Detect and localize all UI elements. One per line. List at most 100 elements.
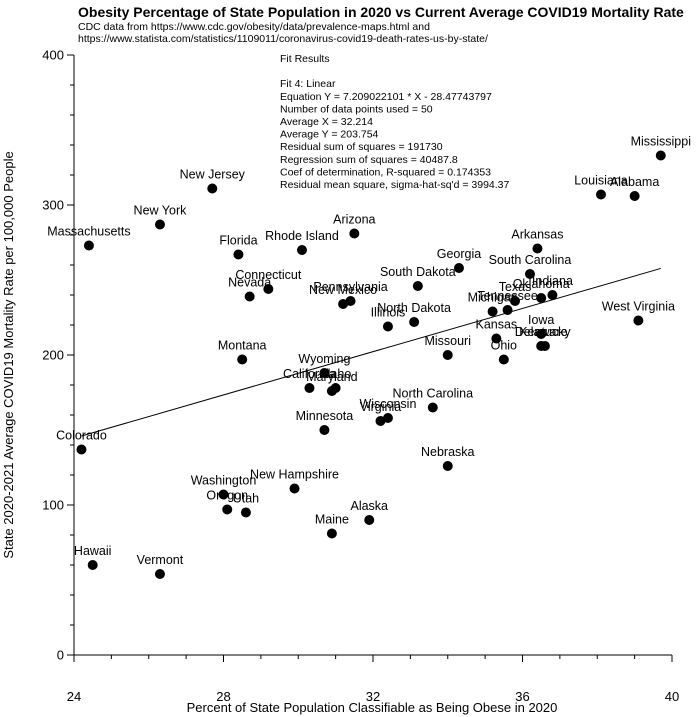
point-label: Alaska — [350, 499, 388, 513]
fit-results-line: Fit 4: Linear — [280, 78, 336, 90]
data-point — [76, 444, 87, 455]
data-point — [349, 228, 360, 239]
point-label: Mississippi — [631, 135, 691, 149]
data-point — [536, 341, 547, 351]
point-label: North Carolina — [393, 387, 474, 401]
point-label: South Dakota — [380, 265, 456, 279]
y-tick-label: 200 — [42, 348, 64, 363]
data-point — [218, 489, 229, 500]
point-label: Idaho — [320, 367, 351, 381]
data-point — [536, 329, 547, 339]
data-point — [442, 461, 453, 471]
data-point — [532, 243, 543, 254]
data-point — [427, 402, 438, 413]
chart-title: Obesity Percentage of State Population i… — [78, 4, 684, 20]
point-label: Arkansas — [511, 228, 563, 242]
fit-results-line: Average X = 32.214 — [280, 116, 373, 128]
data-point — [154, 219, 165, 230]
point-label: North Dakota — [377, 301, 451, 315]
data-point — [487, 306, 498, 317]
data-point — [263, 284, 274, 294]
data-point — [222, 504, 233, 515]
point-label: Nebraska — [421, 445, 475, 459]
point-label: South Carolina — [489, 253, 572, 267]
point-label: Oklahoma — [513, 277, 570, 291]
fit-results-line: Residual mean square, sigma-hat-sq'd = 3… — [280, 179, 510, 191]
data-point — [233, 249, 244, 260]
y-tick-label: 300 — [42, 198, 64, 213]
fit-line — [81, 267, 661, 437]
x-tick-label: 40 — [665, 689, 679, 704]
point-label: Nevada — [228, 276, 271, 290]
data-point — [244, 291, 255, 302]
point-label: New Hampshire — [250, 468, 339, 482]
axes: 0 100 200 300 400 24 28 32 36 40 — [42, 48, 679, 705]
data-point — [326, 528, 337, 539]
data-point — [629, 191, 640, 201]
point-label: Montana — [218, 339, 267, 353]
data-point — [633, 315, 644, 326]
point-label: Louisiana — [574, 174, 628, 188]
point-label: Alabama — [610, 175, 659, 189]
fit-results-line: Residual sum of squares = 191730 — [280, 141, 443, 153]
data-point — [409, 317, 420, 327]
point-label: New Mexico — [309, 283, 377, 297]
chart-subtitle-line-1: CDC data from https://www.cdc.gov/obesit… — [78, 21, 430, 33]
data-point — [491, 333, 502, 344]
point-label: Vermont — [137, 553, 184, 567]
point-label: Hawaii — [74, 544, 112, 558]
point-label: Rhode Island — [265, 229, 339, 243]
point-label: Ohio — [491, 339, 517, 353]
x-tick-label: 32 — [366, 689, 380, 704]
point-label: Maine — [315, 513, 349, 527]
y-tick-label: 0 — [57, 648, 64, 663]
data-point — [289, 483, 300, 494]
point-label: Wisconsin — [359, 397, 416, 411]
data-point — [364, 515, 375, 525]
point-label: West Virginia — [602, 300, 675, 314]
point-label: Michigan — [468, 291, 518, 305]
point-label: Connecticut — [235, 268, 302, 282]
fit-results-line: Fit Results — [280, 53, 330, 65]
point-label: Washington — [191, 474, 257, 488]
point-label: Oregon — [206, 489, 248, 503]
point-label: Florida — [219, 234, 257, 248]
data-point — [87, 560, 98, 570]
data-point — [319, 425, 330, 435]
point-label: Pennsylvania — [313, 280, 387, 294]
point-label: Delaware — [515, 325, 568, 339]
y-axis-label: State 2020-2021 Average COVID19 Mortalit… — [1, 151, 16, 558]
data-point — [83, 240, 94, 251]
x-tick-label: 28 — [216, 689, 230, 704]
y-tick-label: 400 — [42, 48, 64, 63]
regression-fit — [81, 267, 661, 437]
point-label: Kansas — [475, 318, 517, 332]
x-axis-label: Percent of State Population Classifiable… — [187, 700, 558, 715]
data-point — [237, 354, 248, 365]
fit-results-line: Number of data points used = 50 — [280, 103, 433, 115]
fit-results-line: Regression sum of squares = 40487.8 — [280, 154, 458, 166]
point-label: Maryland — [306, 370, 357, 384]
point-label: Georgia — [437, 247, 482, 261]
point-label: Kentucky — [519, 325, 571, 339]
x-tick-label: 36 — [515, 689, 529, 704]
data-point — [326, 386, 337, 396]
data-point — [207, 183, 218, 194]
point-label: Wyoming — [298, 352, 350, 366]
data-point — [382, 413, 393, 423]
data-point — [498, 354, 509, 365]
data-point — [240, 507, 251, 518]
fit-results-line: Average Y = 203.754 — [280, 129, 379, 141]
point-label: New Jersey — [180, 168, 246, 182]
data-point — [510, 296, 521, 306]
point-label: Minnesota — [296, 409, 354, 423]
data-point — [442, 350, 453, 360]
data-point — [296, 245, 307, 255]
data-point — [595, 189, 606, 200]
data-point — [375, 416, 386, 426]
point-label: Texas — [499, 280, 532, 294]
data-point — [547, 290, 558, 300]
x-tick-label: 24 — [67, 689, 81, 704]
